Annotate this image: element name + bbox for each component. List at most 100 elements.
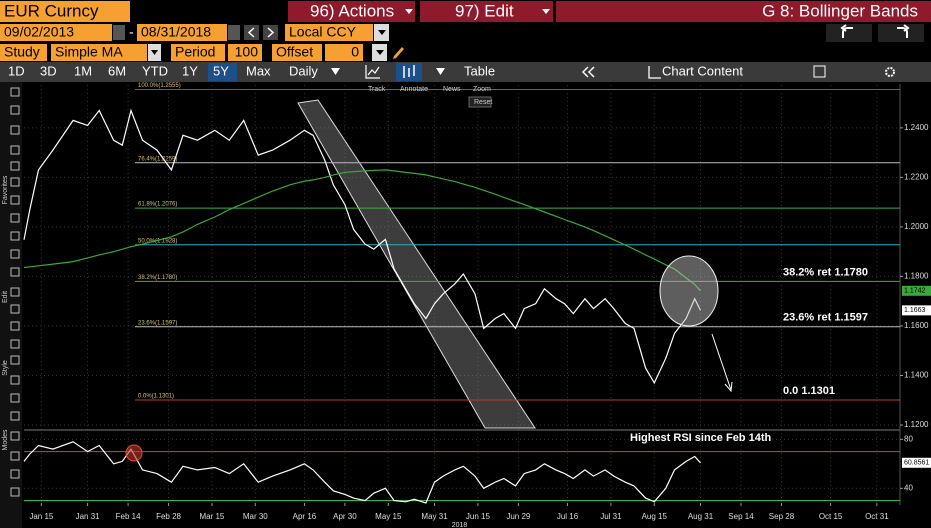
highlight-circle [659,255,719,327]
sidebar-label: Favorites [2,175,9,204]
y-tick-label: 1.1800 [904,272,929,281]
level-note: 0.0 1.1301 [783,385,835,397]
edit-menu[interactable] [420,1,553,22]
sidebar-label: Modes [2,429,9,451]
edit-icon[interactable] [813,65,826,78]
actions-menu[interactable] [288,1,415,22]
fib-label: 76.4%(1.2259) [138,156,177,162]
line-chart-icon[interactable] [365,65,380,79]
x-tick-label: Mar 30 [243,512,268,521]
range-button[interactable]: 1D [8,63,25,78]
chart-content[interactable]: Chart Content [662,63,743,78]
date-dash: - [129,24,134,40]
range-selected [208,63,237,81]
y-tick-label: 1.1600 [904,321,929,330]
period-label: Period [175,44,215,60]
sidebar-icon [10,195,20,205]
x-tick-label: Oct 15 [819,512,843,521]
dropdown-icon [331,68,340,75]
offset-box[interactable] [325,44,363,61]
forward-icon [897,24,910,38]
sidebar-icon [10,355,20,365]
range-button[interactable]: 1M [74,63,92,78]
dropdown-icon [405,9,413,14]
reset-button[interactable] [468,96,492,108]
range-button[interactable]: Max [246,63,271,78]
currency-box[interactable] [285,24,373,41]
range-button[interactable]: 6M [108,63,126,78]
fib-label: 23.6%(1.1597) [138,320,177,326]
security-box[interactable] [0,1,130,22]
range-button[interactable]: 5Y [213,63,229,78]
table-button[interactable]: Table [464,63,495,78]
edit: 97) Edit [455,1,514,20]
fib-label: 38.2%(1.1780) [138,275,177,281]
period-box[interactable] [228,44,262,61]
forward-button[interactable] [878,24,924,42]
y-tick-label: 1.2400 [904,123,929,132]
series-line [23,441,701,504]
sidebar-icon [10,451,20,461]
calendar-icon[interactable] [113,25,125,40]
offset-label-box [272,44,322,61]
range-button[interactable]: 3D [40,63,57,78]
y-tick-label: 1.2000 [904,222,929,231]
sidebar-icon [10,177,20,187]
end-date-box[interactable] [137,24,227,41]
study: Simple MA [55,44,123,60]
last-value-label: 60.8561 [904,460,929,467]
last-value-box [902,305,931,316]
prev-button[interactable] [244,25,259,40]
pencil-icon[interactable] [393,47,404,59]
back-icon [840,24,853,38]
frequency[interactable]: Daily [289,63,318,78]
chart-tool[interactable]: News [443,86,461,93]
sidebar-icon [10,487,20,497]
fib-label: 50.0%(1.1928) [138,238,177,244]
last-value-label: 1.1742 [904,288,926,295]
period: 100 [235,44,259,60]
sidebar-icon [10,161,20,171]
dropdown-icon [542,9,550,14]
sidebar-icon [10,304,20,314]
x-tick-label: Jul 31 [600,512,622,521]
sidebar-icon [10,411,20,421]
collapse-icon[interactable] [581,66,595,78]
study-box[interactable] [51,44,147,61]
x-tick-label: May 15 [375,512,402,521]
sidebar-label: Edit [2,291,9,303]
range-button[interactable]: YTD [142,63,168,78]
x-tick-label: Apr 16 [293,512,317,521]
sidebar-icon [10,469,20,479]
last-value-label: 1.1663 [904,307,926,314]
start-date-box[interactable] [0,24,112,41]
dropdown-icon [151,50,158,55]
trend-channel [297,99,536,429]
calendar-icon[interactable] [228,25,240,40]
range-buttons: 1D 3D 1M 6M YTD 1Y 5Y Max [8,63,271,81]
settings-icon[interactable] [885,67,895,77]
actions: 96) Actions [310,1,394,20]
next-button[interactable] [263,25,278,40]
fib-label: 61.8%(1.2076) [138,202,177,208]
back-button[interactable] [826,24,872,42]
title-bar [556,1,931,22]
chart-tool[interactable]: Track [368,86,386,93]
sidebar-icon [10,231,20,241]
range-button[interactable]: 1Y [182,63,198,78]
sidebar-label: Style [2,360,9,376]
last-value-box [902,457,931,468]
fib-label: 100.0%(1.2555) [138,83,181,89]
x-year-label: 2018 [452,522,468,528]
x-tick-label: Feb 14 [116,512,141,521]
dropdown-icon [378,30,386,35]
sidebar-icon [10,87,20,97]
sidebar-icon [10,105,20,115]
line-chart-icon [367,66,380,76]
chart-tool[interactable]: Zoom [473,86,491,93]
x-tick-label: Jul 16 [557,512,579,521]
chart-tool[interactable]: Annotate [400,86,428,93]
dropdown-icon [436,68,445,75]
